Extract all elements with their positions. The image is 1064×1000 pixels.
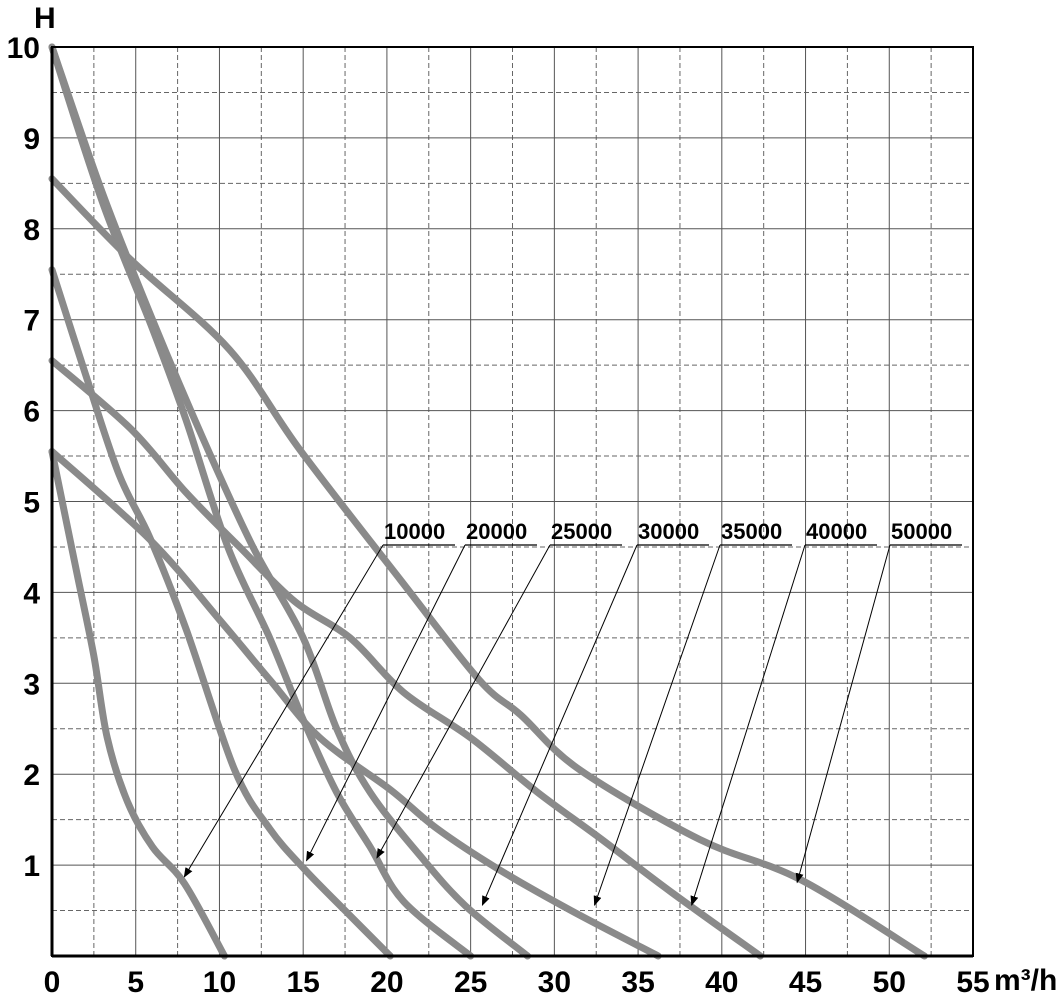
y-tick-label: 5 [23,487,40,520]
curve-20000 [48,266,394,960]
x-tick-label: 10 [203,966,236,999]
series-label-30000: 30000 [638,519,699,544]
y-tick-label: 9 [23,123,40,156]
series-label-50000: 50000 [891,519,952,544]
series-label-arrow [690,544,806,907]
y-tick-label: 2 [23,759,40,792]
x-tick-label: 15 [286,966,319,999]
curve-30000 [48,43,532,960]
series-label-arrow [306,544,466,862]
y-axis-label: H [34,2,56,35]
series-label-40000: 40000 [806,519,867,544]
x-tick-label: 50 [873,966,906,999]
series-label-25000: 25000 [551,519,612,544]
x-axis-label: m³/h [994,964,1057,997]
series-label-arrow [481,544,638,907]
series-label-arrow [376,544,551,859]
series-label-20000: 20000 [466,519,527,544]
curve-35000 [48,448,662,960]
x-tick-label: 40 [705,966,738,999]
series-labels: 10000 20000 25000 30000 35000 40000 50000 [183,519,962,907]
y-tick-label: 3 [23,668,40,701]
grid [52,47,973,956]
curves [48,43,928,960]
y-tick-label: 10 [7,32,40,65]
y-tick-label: 4 [23,577,40,610]
x-tick-label: 25 [454,966,487,999]
curve-50000 [48,175,928,960]
y-tick-label: 6 [23,396,40,429]
curve-10000 [48,448,228,960]
x-tick-label: 35 [621,966,654,999]
x-tick-label: 0 [44,966,61,999]
axes [50,46,974,958]
y-tick-label: 8 [23,214,40,247]
series-label-arrow [795,544,891,884]
x-tick-label: 45 [789,966,822,999]
curve-40000 [48,357,764,960]
x-tick-label: 55 [956,966,989,999]
series-label-35000: 35000 [721,519,782,544]
x-tick-label: 20 [370,966,403,999]
series-label-10000: 10000 [384,519,445,544]
series-label-arrow [183,544,384,878]
y-tick-label: 1 [23,850,40,883]
x-tick-label: 5 [127,966,144,999]
y-tick-label: 7 [23,305,40,338]
x-tick-label: 30 [538,966,571,999]
series-label-arrow [593,544,721,907]
